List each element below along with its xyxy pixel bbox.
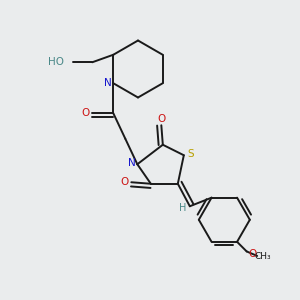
Text: H: H [178,203,186,213]
Text: O: O [82,108,90,118]
Text: N: N [104,78,112,88]
Text: O: O [158,114,166,124]
Text: HO: HO [48,57,64,67]
Text: S: S [187,149,194,159]
Text: O: O [121,177,129,187]
Text: N: N [128,158,136,168]
Text: CH₃: CH₃ [255,252,272,261]
Text: O: O [248,249,256,259]
